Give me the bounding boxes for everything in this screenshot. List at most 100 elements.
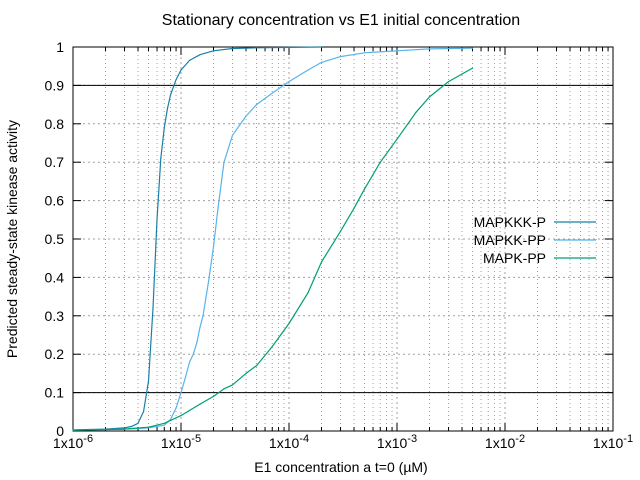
data-point — [163, 424, 165, 426]
data-point — [428, 96, 431, 98]
data-point — [212, 395, 215, 398]
data-point — [245, 115, 247, 117]
data-point — [396, 138, 398, 140]
data-point — [447, 80, 450, 83]
x-tick-label-exponent: -1 — [623, 433, 633, 445]
y-axis-label: Predicted steady-state kinease activity — [4, 120, 20, 358]
x-tick-label-base: 1x10 — [53, 435, 84, 451]
data-point — [152, 307, 154, 309]
data-point — [199, 326, 201, 328]
x-tick-label-base: 1x10 — [485, 435, 516, 451]
chart-title: Stationary concentration vs E1 initial c… — [162, 12, 520, 29]
data-point — [123, 428, 126, 430]
data-point — [223, 161, 225, 163]
data-point — [217, 207, 219, 209]
x-tick-label-base: 1x10 — [593, 435, 624, 451]
data-point — [271, 92, 273, 94]
data-point — [363, 52, 366, 54]
y-tick-label: 1 — [56, 39, 64, 55]
x-tick-label: 1x10-6 — [53, 433, 93, 451]
x-tick-label-exponent: -2 — [515, 433, 525, 445]
legend-label: MAPKKK-P — [474, 214, 546, 230]
data-point — [123, 427, 126, 429]
y-tick-label: 0.8 — [45, 116, 65, 132]
x-tick-label: 1x10-4 — [269, 433, 309, 451]
x-tick-label-exponent: -6 — [83, 433, 93, 445]
grid — [73, 47, 613, 431]
data-point — [471, 47, 474, 49]
x-tick-label-exponent: -4 — [299, 433, 309, 445]
legend-label: MAPK-PP — [483, 250, 546, 266]
x-tick-label-base: 1x10 — [269, 435, 300, 451]
x-tick-label-base: 1x10 — [377, 435, 408, 451]
legend-label: MAPKK-PP — [474, 232, 546, 248]
data-point — [271, 345, 273, 348]
data-point — [231, 384, 234, 386]
data-point — [223, 388, 225, 390]
data-point — [147, 426, 150, 428]
y-tick-label: 0.9 — [45, 77, 65, 93]
y-tick-label: 0.7 — [45, 154, 65, 170]
data-point — [188, 361, 191, 363]
data-point — [184, 376, 187, 378]
x-axis-label: E1 concentration a t=0 (µM) — [254, 459, 427, 475]
data-point — [320, 46, 323, 48]
data-point — [339, 56, 342, 58]
data-point — [169, 94, 172, 96]
data-point — [160, 157, 162, 159]
data-point — [255, 104, 258, 106]
x-tick-label-exponent: -3 — [407, 433, 417, 445]
y-tick-label: 0.5 — [45, 231, 65, 247]
x-tick-label-base: 1x10 — [161, 435, 192, 451]
data-point — [353, 207, 355, 209]
data-point — [428, 48, 431, 50]
data-point — [175, 79, 177, 81]
data-point — [166, 107, 169, 110]
y-tick-label: 0.4 — [45, 269, 65, 285]
data-point — [245, 372, 247, 374]
y-tick-label: 0.3 — [45, 308, 65, 324]
data-point — [288, 46, 290, 48]
series-line-mapkkk-p — [72, 46, 322, 431]
data-point — [255, 365, 258, 367]
x-tick-label: 1x10-3 — [377, 433, 417, 451]
data-point — [131, 425, 133, 427]
data-point — [307, 69, 309, 71]
data-point — [199, 54, 201, 56]
series-line-mapk-pp — [72, 67, 473, 431]
data-point — [196, 342, 198, 344]
data-point — [255, 47, 258, 49]
data-point — [188, 59, 191, 62]
x-tick-label-exponent: -5 — [191, 433, 201, 445]
data-point — [192, 353, 194, 355]
y-tick-label: 0.2 — [45, 346, 65, 362]
data-point — [137, 422, 139, 424]
data-point — [396, 50, 398, 52]
data-point — [207, 280, 210, 282]
data-point — [339, 230, 342, 232]
y-tick-label: 0.6 — [45, 193, 65, 209]
data-point — [163, 127, 165, 129]
data-point — [156, 219, 158, 221]
data-point — [180, 392, 182, 394]
x-tick-label: 1x10-2 — [485, 433, 525, 451]
data-point — [147, 380, 150, 382]
x-tick-label: 1x10-1 — [593, 433, 633, 451]
data-point — [320, 261, 323, 263]
data-point — [231, 134, 234, 136]
data-point — [72, 429, 74, 431]
data-point — [231, 47, 234, 50]
data-point — [212, 246, 215, 248]
data-point — [471, 67, 474, 69]
data-point — [163, 422, 165, 424]
data-point — [320, 61, 323, 63]
x-tick-label: 1x10-5 — [161, 433, 201, 451]
data-point — [180, 69, 182, 71]
data-point — [199, 403, 201, 405]
y-tick-label: 0 — [56, 423, 64, 439]
data-point — [307, 292, 309, 294]
data-point — [142, 411, 145, 413]
data-point — [202, 315, 204, 317]
y-tick-label: 0.1 — [45, 385, 65, 401]
